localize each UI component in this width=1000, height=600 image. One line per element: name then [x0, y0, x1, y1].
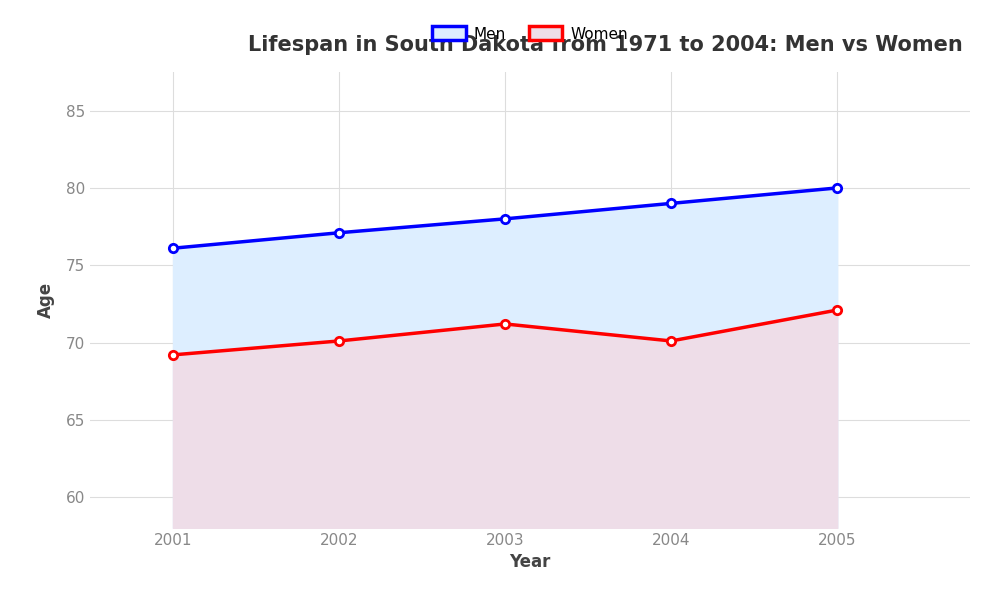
X-axis label: Year: Year	[509, 553, 551, 571]
Y-axis label: Age: Age	[37, 282, 55, 318]
Legend: Men, Women: Men, Women	[426, 20, 634, 47]
Text: Lifespan in South Dakota from 1971 to 2004: Men vs Women: Lifespan in South Dakota from 1971 to 20…	[248, 35, 963, 55]
